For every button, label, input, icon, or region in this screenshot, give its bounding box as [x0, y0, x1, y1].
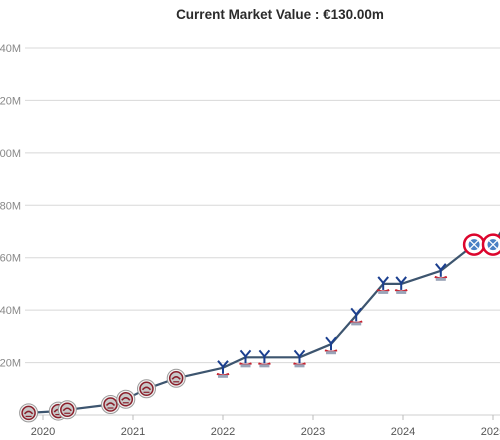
bayern-munich-badge-icon[interactable] [462, 233, 486, 256]
grid-layer [25, 47, 500, 416]
x-tick-label: 2025 [481, 426, 500, 438]
reading-badge-icon[interactable] [137, 379, 156, 399]
reading-badge-icon[interactable] [116, 389, 136, 409]
x-tick-label: 2020 [31, 426, 55, 438]
x-tick-label: 2023 [301, 426, 325, 438]
x-tick-label: 2021 [121, 426, 145, 438]
reading-badge-icon[interactable] [19, 403, 39, 423]
chart-title: Current Market Value : €130.00m [176, 7, 384, 22]
crystal-palace-badge-icon[interactable] [293, 349, 306, 368]
reading-badge-icon[interactable] [57, 400, 77, 420]
y-tick-label: 100M [0, 148, 21, 160]
axis-layer: 20M 40M 60M 80M 100M 120M 140M 2020 2021 2022 2023… [0, 43, 500, 438]
y-tick-label: 40M [0, 305, 21, 317]
crystal-palace-badge-icon[interactable] [216, 360, 230, 378]
reading-badge-icon[interactable] [101, 395, 120, 415]
crystal-palace-badge-icon[interactable] [349, 307, 363, 326]
y-tick-label: 80M [0, 200, 21, 212]
crystal-palace-badge-icon[interactable] [434, 263, 448, 281]
crystal-palace-badge-icon[interactable] [394, 276, 408, 294]
series-layer [19, 231, 500, 423]
crystal-palace-badge-icon[interactable] [239, 349, 252, 368]
y-tick-label: 20M [0, 358, 21, 370]
y-tick-label: 140M [0, 43, 21, 55]
crystal-palace-badge-icon[interactable] [376, 276, 390, 294]
crystal-palace-badge-icon[interactable] [324, 336, 338, 355]
x-tick-label: 2024 [391, 426, 415, 438]
reading-badge-icon[interactable] [166, 368, 186, 388]
market-value-line [28, 231, 500, 414]
x-tick-label: 2022 [211, 426, 235, 438]
bayern-munich-badge-icon[interactable] [481, 233, 500, 256]
y-tick-label: 120M [0, 95, 21, 107]
y-tick-label: 60M [0, 253, 21, 265]
crystal-palace-badge-icon[interactable] [257, 349, 271, 368]
